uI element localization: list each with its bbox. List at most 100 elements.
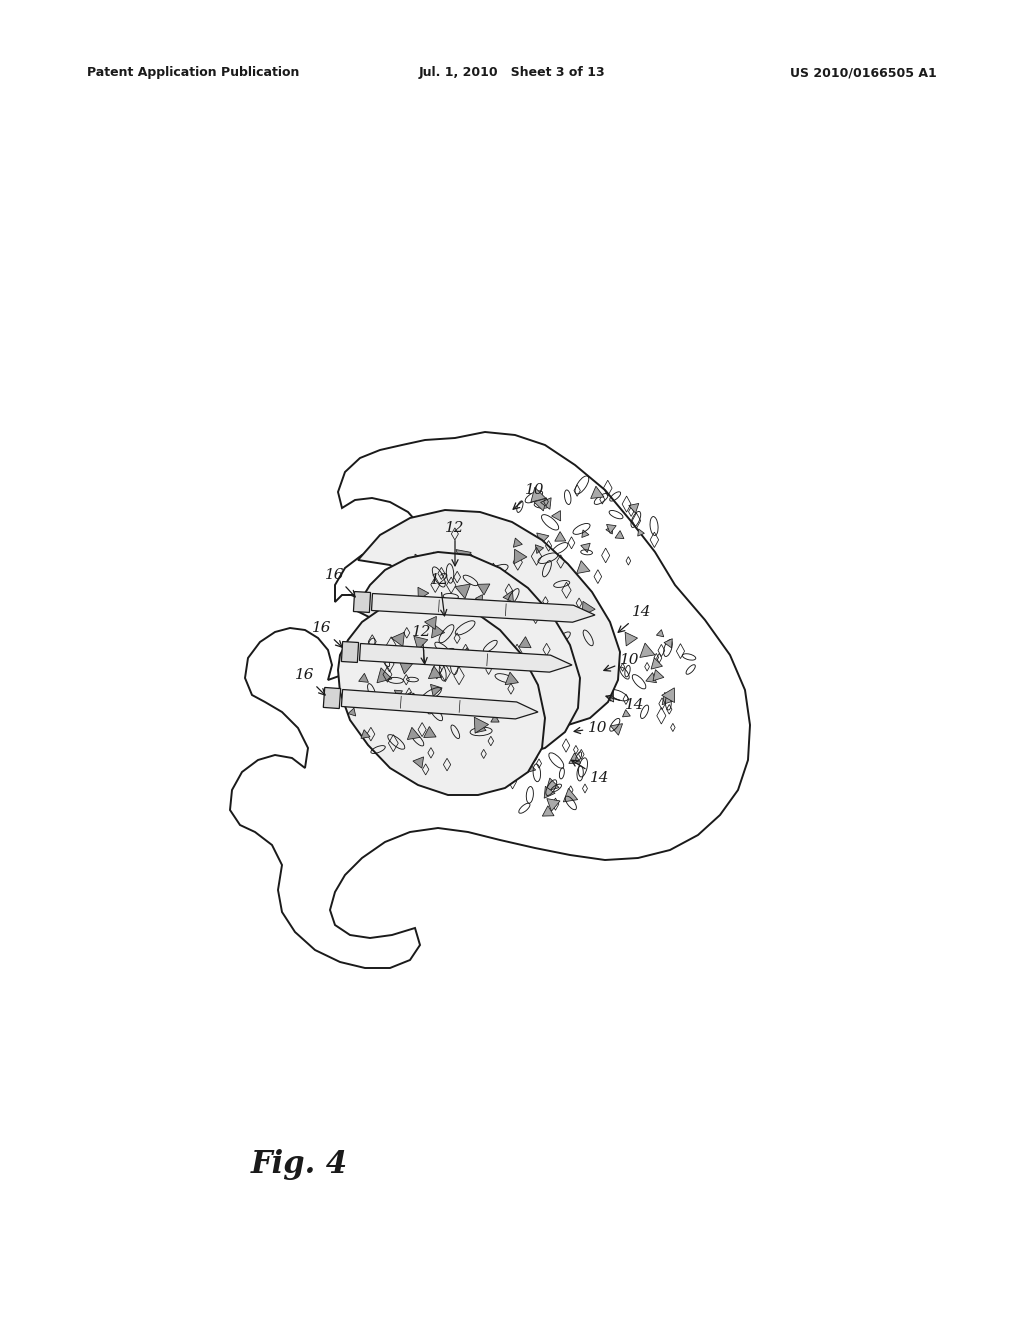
Polygon shape — [534, 498, 547, 511]
Polygon shape — [468, 669, 479, 680]
Text: 10: 10 — [513, 483, 545, 510]
Text: 14: 14 — [618, 605, 651, 632]
Polygon shape — [483, 701, 493, 709]
Polygon shape — [461, 648, 472, 657]
Polygon shape — [473, 705, 486, 718]
Polygon shape — [662, 688, 675, 702]
Polygon shape — [524, 676, 534, 685]
Polygon shape — [456, 549, 471, 564]
Polygon shape — [399, 693, 411, 705]
Polygon shape — [494, 667, 507, 678]
Polygon shape — [615, 531, 624, 539]
Polygon shape — [459, 624, 473, 638]
Polygon shape — [444, 657, 453, 665]
Text: 10: 10 — [574, 721, 608, 735]
Polygon shape — [395, 638, 410, 651]
Polygon shape — [547, 799, 560, 812]
Polygon shape — [445, 675, 456, 685]
Polygon shape — [424, 726, 436, 738]
Polygon shape — [324, 688, 341, 709]
Polygon shape — [427, 644, 438, 653]
Polygon shape — [409, 648, 421, 660]
Polygon shape — [440, 653, 450, 664]
Polygon shape — [360, 730, 370, 738]
Text: 12: 12 — [430, 573, 450, 616]
Text: 14: 14 — [571, 760, 609, 785]
Polygon shape — [358, 673, 369, 682]
Polygon shape — [651, 657, 663, 669]
Polygon shape — [479, 711, 492, 723]
Polygon shape — [430, 684, 442, 696]
Polygon shape — [422, 564, 429, 572]
Polygon shape — [477, 601, 489, 615]
Polygon shape — [341, 642, 358, 663]
Text: Jul. 1, 2010   Sheet 3 of 13: Jul. 1, 2010 Sheet 3 of 13 — [419, 66, 605, 79]
Polygon shape — [420, 578, 430, 589]
Polygon shape — [568, 752, 581, 763]
Polygon shape — [625, 632, 638, 645]
Polygon shape — [475, 594, 482, 603]
Text: 16: 16 — [312, 620, 342, 647]
Polygon shape — [441, 647, 454, 659]
Polygon shape — [552, 511, 561, 521]
Polygon shape — [505, 672, 518, 685]
Polygon shape — [577, 561, 590, 574]
Polygon shape — [516, 747, 524, 756]
Polygon shape — [541, 498, 551, 510]
Polygon shape — [391, 632, 404, 647]
Polygon shape — [606, 524, 616, 533]
Polygon shape — [516, 644, 530, 660]
Polygon shape — [543, 805, 554, 816]
Polygon shape — [547, 644, 561, 657]
Polygon shape — [422, 665, 432, 676]
Text: 14: 14 — [606, 696, 645, 711]
Polygon shape — [411, 645, 426, 660]
Polygon shape — [425, 616, 436, 630]
Text: 12: 12 — [413, 624, 432, 664]
Polygon shape — [519, 636, 531, 648]
Polygon shape — [377, 668, 392, 682]
Polygon shape — [445, 648, 452, 655]
Polygon shape — [485, 607, 501, 620]
Polygon shape — [230, 432, 750, 968]
Polygon shape — [603, 689, 613, 702]
Polygon shape — [610, 723, 623, 735]
Polygon shape — [496, 711, 506, 721]
Polygon shape — [583, 602, 595, 616]
Polygon shape — [514, 743, 529, 758]
Polygon shape — [536, 545, 544, 553]
Polygon shape — [555, 532, 565, 541]
Polygon shape — [359, 644, 572, 672]
Polygon shape — [374, 642, 381, 649]
Text: 16: 16 — [326, 568, 355, 597]
Polygon shape — [428, 667, 442, 678]
Polygon shape — [490, 714, 499, 722]
Polygon shape — [581, 544, 590, 553]
Text: 12: 12 — [445, 521, 465, 566]
Polygon shape — [514, 549, 527, 564]
Polygon shape — [484, 635, 500, 651]
Polygon shape — [368, 656, 378, 665]
Polygon shape — [455, 583, 470, 598]
Polygon shape — [358, 510, 620, 725]
Polygon shape — [446, 653, 461, 669]
Polygon shape — [563, 788, 578, 803]
Polygon shape — [640, 643, 655, 657]
Polygon shape — [663, 693, 674, 705]
Polygon shape — [513, 539, 522, 548]
Polygon shape — [372, 594, 595, 622]
Polygon shape — [656, 630, 664, 636]
Polygon shape — [638, 529, 644, 536]
Polygon shape — [474, 717, 488, 733]
Polygon shape — [653, 669, 664, 681]
Text: US 2010/0166505 A1: US 2010/0166505 A1 — [791, 66, 937, 79]
Polygon shape — [355, 552, 580, 755]
Polygon shape — [338, 601, 545, 795]
Polygon shape — [523, 760, 536, 774]
Text: Patent Application Publication: Patent Application Publication — [87, 66, 299, 79]
Polygon shape — [431, 624, 444, 638]
Text: 16: 16 — [295, 668, 325, 696]
Polygon shape — [415, 554, 427, 568]
Polygon shape — [353, 591, 371, 612]
Polygon shape — [537, 533, 549, 545]
